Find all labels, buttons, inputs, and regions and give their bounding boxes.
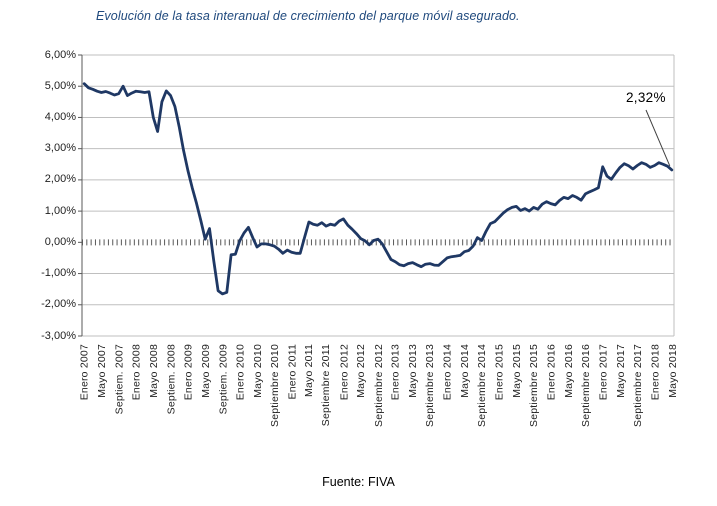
y-tick-label: -3,00% bbox=[41, 329, 76, 342]
chart-title: Evolución de la tasa interanual de creci… bbox=[96, 9, 520, 23]
y-tick-label: 5,00% bbox=[44, 79, 76, 92]
y-tick-label: -1,00% bbox=[41, 267, 76, 280]
y-tick-label: 6,00% bbox=[44, 48, 76, 61]
data-label: 2,32% bbox=[626, 90, 666, 105]
y-tick-label: 2,00% bbox=[44, 173, 76, 186]
y-tick-label: 1,00% bbox=[44, 204, 76, 217]
y-tick-label: 3,00% bbox=[44, 142, 76, 155]
y-tick-label: -2,00% bbox=[41, 298, 76, 311]
y-tick-label: 4,00% bbox=[44, 110, 76, 123]
annotation-leader-line bbox=[645, 109, 671, 167]
line-series bbox=[82, 82, 674, 296]
source-caption: Fuente: FIVA bbox=[322, 475, 395, 489]
y-axis-ticks bbox=[78, 54, 82, 337]
y-tick-label: 0,00% bbox=[44, 235, 76, 248]
gridlines bbox=[82, 54, 674, 337]
